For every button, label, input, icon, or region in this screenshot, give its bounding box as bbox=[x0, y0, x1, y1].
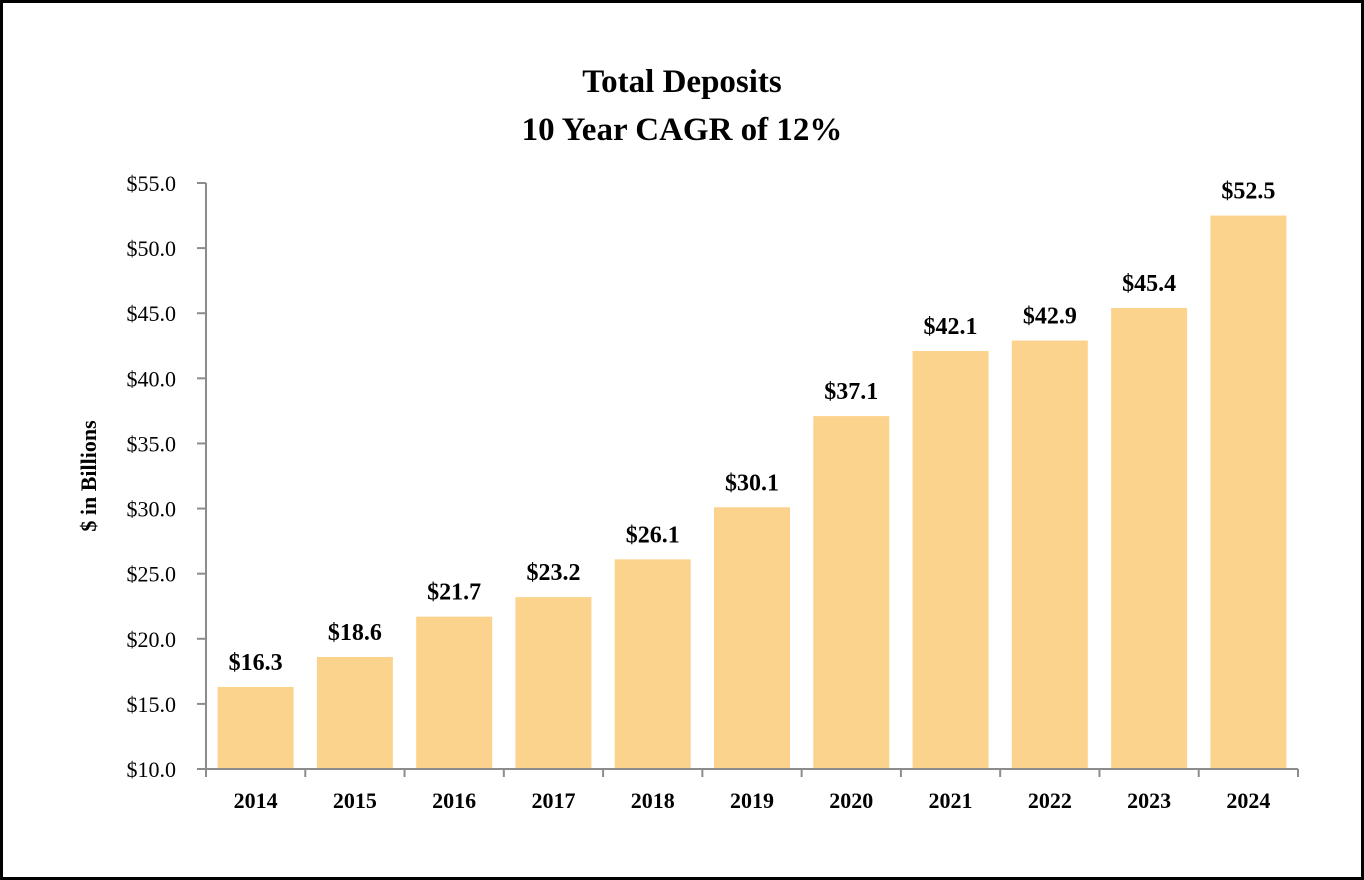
bar-2017 bbox=[515, 597, 592, 769]
bar-2016 bbox=[416, 616, 493, 769]
bar-2023 bbox=[1111, 308, 1188, 769]
bar-2014 bbox=[217, 686, 294, 769]
y-tick-label: $50.0 bbox=[127, 236, 177, 261]
value-label-2024: $52.5 bbox=[1221, 179, 1275, 205]
x-tick-label-2017: 2017 bbox=[531, 788, 575, 813]
y-tick-label: $40.0 bbox=[127, 366, 177, 391]
x-tick-label-2023: 2023 bbox=[1127, 788, 1171, 813]
x-tick-label-2014: 2014 bbox=[234, 788, 278, 813]
y-tick-label: $15.0 bbox=[127, 692, 177, 717]
y-axis: $10.0 $15.0 $20.0 $25.0 $30.0 $35.0 $40.0 $45.0… bbox=[127, 171, 207, 782]
bar-2018 bbox=[614, 559, 691, 769]
value-label-2019: $30.1 bbox=[725, 470, 779, 496]
value-label-2023: $45.4 bbox=[1122, 271, 1176, 297]
bars bbox=[217, 215, 1287, 770]
bar-2020 bbox=[813, 416, 890, 769]
bar-2015 bbox=[316, 657, 393, 769]
x-axis: 2014 2015 2016 2017 2018 2019 2020 2021 2022 2023… bbox=[205, 768, 1299, 813]
y-tick-label: $35.0 bbox=[127, 431, 177, 456]
y-tick-label: $10.0 bbox=[127, 757, 177, 782]
chart-subtitle: 10 Year CAGR of 12% bbox=[522, 112, 843, 148]
y-tick-label: $55.0 bbox=[127, 171, 177, 196]
x-tick-label-2019: 2019 bbox=[730, 788, 774, 813]
y-tick-label: $45.0 bbox=[127, 301, 177, 326]
bar-2021 bbox=[912, 350, 989, 769]
value-label-2022: $42.9 bbox=[1023, 304, 1077, 330]
value-label-2016: $21.7 bbox=[427, 580, 481, 606]
bar-2019 bbox=[714, 507, 790, 769]
x-tick-label-2021: 2021 bbox=[929, 788, 973, 813]
chart-title: Total Deposits bbox=[582, 64, 782, 100]
x-tick-label-2024: 2024 bbox=[1226, 788, 1270, 813]
value-label-2018: $26.1 bbox=[626, 522, 680, 548]
x-tick-label-2016: 2016 bbox=[432, 788, 476, 813]
x-tick-label-2020: 2020 bbox=[829, 788, 873, 813]
bar-2024 bbox=[1210, 215, 1287, 770]
y-axis-title: $ in Billions bbox=[76, 420, 101, 532]
x-tick-label-2022: 2022 bbox=[1028, 788, 1072, 813]
y-tick-label: $30.0 bbox=[127, 497, 177, 522]
y-tick-label: $20.0 bbox=[127, 627, 177, 652]
bar-2022 bbox=[1011, 340, 1088, 769]
y-tick-label: $25.0 bbox=[127, 562, 177, 587]
value-labels: $16.3 $18.6 $21.7 $23.2 $26.1 $30.1 $37.1 $42.1… bbox=[229, 179, 1276, 676]
value-label-2015: $18.6 bbox=[328, 620, 382, 646]
x-tick-label-2018: 2018 bbox=[631, 788, 675, 813]
x-tick-label-2015: 2015 bbox=[333, 788, 377, 813]
value-label-2021: $42.1 bbox=[924, 314, 978, 340]
value-label-2017: $23.2 bbox=[526, 560, 580, 586]
value-label-2020: $37.1 bbox=[824, 379, 878, 405]
value-label-2014: $16.3 bbox=[229, 650, 283, 676]
